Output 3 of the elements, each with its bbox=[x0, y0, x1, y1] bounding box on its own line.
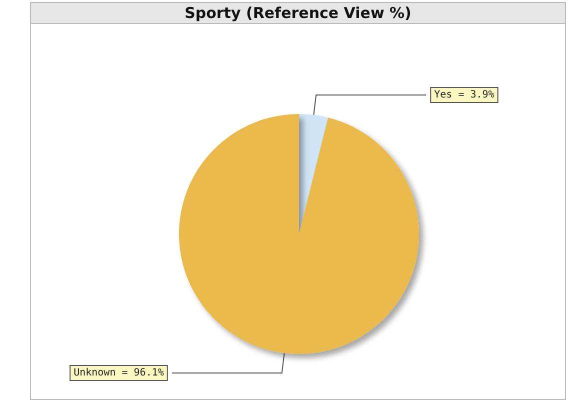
slice-label: Yes = 3.9% bbox=[434, 90, 494, 101]
chart-title: Sporty (Reference View %) bbox=[31, 3, 565, 24]
slice-label: Unknown = 96.1% bbox=[74, 367, 164, 378]
